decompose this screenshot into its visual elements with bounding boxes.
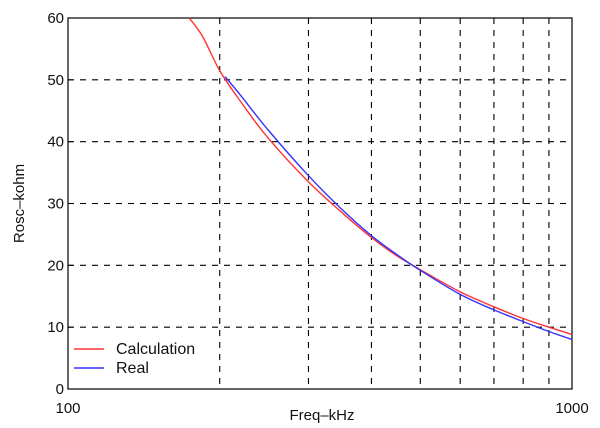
y-tick-label: 20: [47, 257, 64, 274]
x-tick-label: 100: [55, 400, 80, 417]
series-line-calculation: [188, 17, 573, 336]
y-tick-label: 10: [47, 319, 64, 336]
y-tick-label: 30: [47, 196, 64, 213]
series-line-real: [224, 76, 573, 341]
axis-tick-labels: 0 10 20 30 40 50 60 100 1000: [47, 10, 588, 417]
y-tick-label: 40: [47, 134, 64, 151]
legend-label-calculation: Calculation: [116, 341, 195, 358]
y-tick-label: 0: [56, 381, 64, 398]
x-axis-label: Freq–kHz: [289, 407, 354, 424]
y-axis-label: Rosc–kohm: [11, 164, 28, 243]
legend-label-real: Real: [116, 360, 149, 377]
legend: Calculation Real: [74, 341, 195, 377]
grid-lines: [68, 18, 572, 389]
y-tick-label: 60: [47, 10, 64, 27]
x-tick-label: 1000: [555, 400, 588, 417]
y-tick-label: 50: [47, 72, 64, 89]
data-series: [188, 17, 573, 341]
